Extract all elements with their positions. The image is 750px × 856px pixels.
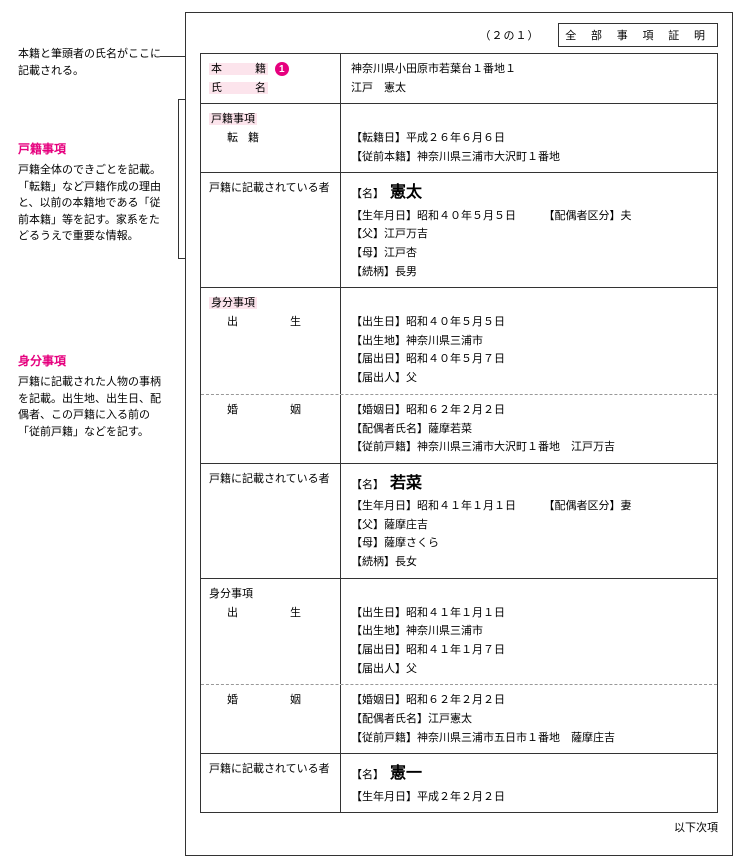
annotation-2-title: 戸籍事項 [18,140,168,158]
person1-row: 戸籍に記載されている者 【名】憲太 【生年月日】昭和４０年５月５日 【配偶者区分… [201,173,717,288]
person3-content: 【名】憲一 【生年月日】平成２年２月２日 [341,754,717,812]
person1-content: 【名】憲太 【生年月日】昭和４０年５月５日 【配偶者区分】夫 【父】江戸万吉 【… [341,173,717,287]
person3-birth: 【生年月日】平成２年２月２日 [351,788,707,807]
person1-name: 憲太 [390,184,422,201]
person2-mother: 【母】薩摩さくら [351,534,707,553]
annotation-2: 戸籍事項 戸籍全体のできごとを記載。「転籍」など戸籍作成の理由と、以前の本籍地で… [18,140,168,245]
mibun1-birth-row: 身分事項 出 生 【出生日】昭和４０年５月５日 【出生地】神奈川県三浦市 【届出… [201,288,717,394]
person1-name-label: 【名】 [351,188,384,200]
annotation-1-body: 本籍と筆頭者の氏名がここに記載される。 [18,46,168,79]
mibun1-b1: 【出生日】昭和４０年５月５日 [351,313,707,332]
person2-birth: 【生年月日】昭和４１年１月１日 【配偶者区分】妻 [351,497,707,516]
annotation-3-body: 戸籍に記載された人物の事柄を記載。出生地、出生日、配偶者、この戸籍に入る前の「従… [18,374,168,440]
mibun1-marriage-label: 婚 姻 [209,401,332,420]
koseki-line1: 【転籍日】平成２６年６月６日 [351,129,707,148]
document-frame: （２の１） 全 部 事 項 証 明 本 籍 1 氏 名 神奈川県小田原市若葉台１… [185,12,733,856]
document-table: 本 籍 1 氏 名 神奈川県小田原市若葉台１番地１ 江戸 憲太 戸籍事項 転籍 … [200,53,718,813]
mibun2-marriage-row: 婚 姻 【婚姻日】昭和６２年２月２日 【配偶者氏名】江戸憲太 【従前戸籍】神奈川… [201,685,717,754]
mibun1-birth-label: 出 生 [209,313,332,332]
footer-note: 以下次項 [200,819,718,835]
annotation-3-title: 身分事項 [18,352,168,370]
mibun2-birth-content: 【出生日】昭和４１年１月１日 【出生地】神奈川県三浦市 【届出日】昭和４１年１月… [341,579,717,684]
koseki-jiko-label-col: 戸籍事項 転籍 [201,104,341,172]
mibun2-m1: 【婚姻日】昭和６２年２月２日 [351,691,707,710]
annotation-2-body: 戸籍全体のできごとを記載。「転籍」など戸籍作成の理由と、以前の本籍地である「従前… [18,162,168,245]
mibun1-m1: 【婚姻日】昭和６２年２月２日 [351,401,707,420]
mibun1-b3: 【届出日】昭和４０年５月７日 [351,350,707,369]
annotation-3: 身分事項 戸籍に記載された人物の事柄を記載。出生地、出生日、配偶者、この戸籍に入… [18,352,168,440]
honseki-value: 神奈川県小田原市若葉台１番地１ [351,60,707,79]
person2-label: 戸籍に記載されている者 [201,464,341,578]
mibun1-b2: 【出生地】神奈川県三浦市 [351,332,707,351]
mibun1-marriage-row: 婚 姻 【婚姻日】昭和６２年２月２日 【配偶者氏名】薩摩若菜 【従前戸籍】神奈川… [201,395,717,464]
person3-label: 戸籍に記載されている者 [201,754,341,812]
koseki-jiko-content: 【転籍日】平成２６年６月６日 【従前本籍】神奈川県三浦市大沢町１番地 [341,104,717,172]
person1-mother: 【母】江戸杏 [351,244,707,263]
page-number: （２の１） [480,30,540,42]
header-content: 神奈川県小田原市若葉台１番地１ 江戸 憲太 [341,54,717,103]
koseki-jiko-label: 戸籍事項 [209,113,257,125]
mibun2-marriage-content: 【婚姻日】昭和６２年２月２日 【配偶者氏名】江戸憲太 【従前戸籍】神奈川県三浦市… [341,685,717,753]
mibun2-m3: 【従前戸籍】神奈川県三浦市五日市１番地 薩摩庄吉 [351,729,707,748]
badge-1-icon: 1 [275,62,289,76]
person3-name: 憲一 [390,765,422,782]
mibun1-marriage-label-col: 婚 姻 [201,395,341,463]
koseki-jiko-row: 戸籍事項 転籍 【転籍日】平成２６年６月６日 【従前本籍】神奈川県三浦市大沢町１… [201,104,717,173]
mibun2-b2: 【出生地】神奈川県三浦市 [351,622,707,641]
mibun1-label-col: 身分事項 出 生 [201,288,341,393]
person3-name-label: 【名】 [351,769,384,781]
person1-rel: 【続柄】長男 [351,263,707,282]
mibun2-b4: 【届出人】父 [351,660,707,679]
mibun1-label: 身分事項 [209,297,257,309]
shimei-value: 江戸 憲太 [351,79,707,98]
person2-father: 【父】薩摩庄吉 [351,516,707,535]
person1-father: 【父】江戸万吉 [351,225,707,244]
page-title: 全 部 事 項 証 明 [558,23,718,47]
person1-label: 戸籍に記載されている者 [201,173,341,287]
mibun2-label-col: 身分事項 出 生 [201,579,341,684]
header-labels: 本 籍 1 氏 名 [201,54,341,103]
annotation-1: 本籍と筆頭者の氏名がここに記載される。 [18,46,168,79]
person2-content: 【名】若菜 【生年月日】昭和４１年１月１日 【配偶者区分】妻 【父】薩摩庄吉 【… [341,464,717,578]
mibun2-label: 身分事項 [209,588,253,600]
koseki-line2: 【従前本籍】神奈川県三浦市大沢町１番地 [351,148,707,167]
mibun1-birth-content: 【出生日】昭和４０年５月５日 【出生地】神奈川県三浦市 【届出日】昭和４０年５月… [341,288,717,393]
honseki-label: 本 籍 [209,63,268,75]
person3-row: 戸籍に記載されている者 【名】憲一 【生年月日】平成２年２月２日 [201,754,717,812]
mibun2-birth-row: 身分事項 出 生 【出生日】昭和４１年１月１日 【出生地】神奈川県三浦市 【届出… [201,579,717,685]
person1-birth: 【生年月日】昭和４０年５月５日 【配偶者区分】夫 [351,207,707,226]
mibun2-m2: 【配偶者氏名】江戸憲太 [351,710,707,729]
mibun1-m3: 【従前戸籍】神奈川県三浦市大沢町１番地 江戸万吉 [351,438,707,457]
header-row: 本 籍 1 氏 名 神奈川県小田原市若葉台１番地１ 江戸 憲太 [201,54,717,104]
mibun2-marriage-label-col: 婚 姻 [201,685,341,753]
mibun2-b1: 【出生日】昭和４１年１月１日 [351,604,707,623]
mibun1-b4: 【届出人】父 [351,369,707,388]
shimei-label: 氏 名 [209,82,268,94]
mibun2-marriage-label: 婚 姻 [209,691,332,710]
person2-name-label: 【名】 [351,479,384,491]
mibun2-b3: 【届出日】昭和４１年１月７日 [351,641,707,660]
page-header: （２の１） 全 部 事 項 証 明 [200,23,718,47]
person2-name: 若菜 [390,475,422,492]
mibun2-birth-label: 出 生 [209,604,332,623]
person2-rel: 【続柄】長女 [351,553,707,572]
person2-row: 戸籍に記載されている者 【名】若菜 【生年月日】昭和４１年１月１日 【配偶者区分… [201,464,717,579]
koseki-jiko-sub: 転籍 [209,129,332,148]
mibun1-marriage-content: 【婚姻日】昭和６２年２月２日 【配偶者氏名】薩摩若菜 【従前戸籍】神奈川県三浦市… [341,395,717,463]
mibun1-m2: 【配偶者氏名】薩摩若菜 [351,420,707,439]
